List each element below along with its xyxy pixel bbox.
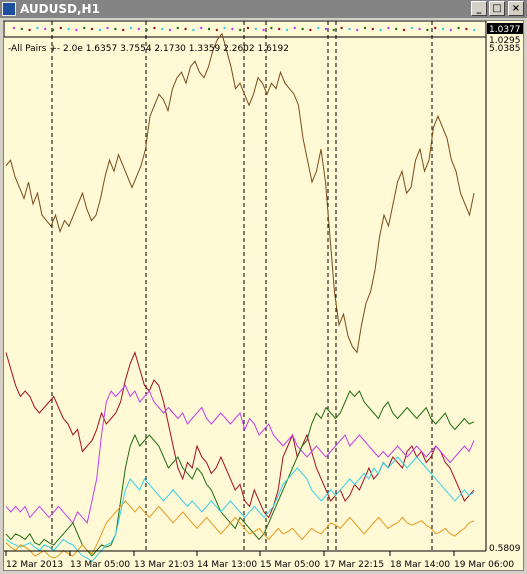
- time-axis-label: 17 Mar 22:15: [324, 560, 384, 570]
- time-axis-label: 19 Mar 06:00: [454, 560, 514, 570]
- title-bar[interactable]: AUDUSD,H1 _ □ ×: [0, 0, 527, 18]
- mini-indicator-dot: [200, 26, 203, 30]
- minimize-button[interactable]: _: [471, 1, 487, 16]
- mini-indicator-dot: [418, 27, 421, 31]
- mini-indicator-dot: [410, 26, 413, 30]
- second-price-label: 1.0295: [489, 36, 521, 46]
- mini-indicator-dot: [340, 26, 343, 30]
- mini-indicator-dot: [44, 27, 47, 31]
- mini-indicator-dot: [75, 28, 78, 32]
- mini-indicator-dot: [20, 27, 23, 31]
- mini-indicator-dot: [239, 28, 242, 32]
- mini-indicator-dot: [285, 28, 289, 32]
- mini-indicator-dot: [348, 27, 351, 31]
- close-button[interactable]: ×: [508, 1, 524, 16]
- mini-indicator-dot: [332, 28, 335, 32]
- chart-area[interactable]: 1.0377 1.0295 5.0385 0.5809 -All Pairs +…: [3, 20, 524, 571]
- mini-indicator-dot: [457, 26, 460, 30]
- mini-indicator-dot: [246, 26, 250, 30]
- series-line-1: [5, 351, 475, 519]
- mini-indicator-dot: [223, 26, 226, 30]
- series-line-5: [5, 500, 475, 559]
- mini-indicator-dot: [324, 27, 328, 31]
- mini-indicator-dot: [106, 26, 109, 30]
- mini-indicator-dot: [262, 28, 265, 32]
- mini-indicator-dot: [192, 28, 195, 32]
- chart-window-icon: [2, 2, 16, 16]
- mini-indicator-dot: [371, 27, 374, 31]
- mini-indicator-dot: [379, 28, 382, 32]
- mini-indicator-dot: [176, 26, 179, 30]
- mini-indicator-dot: [12, 26, 16, 30]
- time-axis-label: 12 Mar 2013: [6, 560, 63, 570]
- mini-indicator-dot: [184, 27, 187, 31]
- mini-indicator-dot: [153, 26, 156, 30]
- window-title: AUDUSD,H1: [20, 2, 100, 16]
- mini-indicator-dot: [129, 26, 133, 30]
- mini-indicator-dot: [137, 27, 140, 31]
- mini-indicator-dot: [449, 28, 452, 32]
- mini-indicator-dot: [207, 27, 211, 31]
- mini-indicator-dot: [168, 28, 172, 32]
- maximize-button[interactable]: □: [489, 1, 505, 16]
- mini-indicator-dot: [356, 28, 359, 32]
- mini-indicator-dot: [67, 27, 70, 31]
- time-axis-label: 15 Mar 05:00: [260, 560, 320, 570]
- mini-indicator-dot: [426, 28, 429, 32]
- mini-indicator-dot: [441, 27, 445, 31]
- mini-indicator-dot: [309, 28, 312, 32]
- mini-indicator-dot: [465, 27, 468, 31]
- time-axis-label: 14 Mar 13:00: [197, 560, 257, 570]
- mini-indicator-dot: [387, 26, 390, 30]
- mini-indicator-dot: [270, 26, 273, 30]
- series-line-4: [5, 456, 475, 563]
- price-axis-top-label: 5.0385: [489, 44, 521, 54]
- mini-indicator-dot: [402, 28, 406, 32]
- indicator-label: -All Pairs +- 2.0e 1.6357 3.7554 2.1730 …: [8, 44, 289, 54]
- mini-indicator-dot: [51, 28, 55, 32]
- mini-indicator-dot: [122, 28, 125, 32]
- mini-indicator-dot: [90, 27, 94, 31]
- time-axis-label: 13 Mar 21:03: [134, 560, 194, 570]
- chart-svg[interactable]: 1.0377 1.0295 5.0385 0.5809 -All Pairs +…: [4, 21, 524, 571]
- current-price-label: 1.0377: [489, 25, 521, 35]
- mini-indicator-dot: [473, 28, 476, 32]
- mini-indicator-dot: [278, 27, 281, 31]
- mini-indicator-dot: [254, 27, 257, 31]
- mini-indicator-dot: [36, 26, 39, 30]
- price-axis-bottom-label: 0.5809: [489, 544, 521, 554]
- series-line-0: [5, 32, 475, 354]
- mini-indicator-dot: [293, 26, 296, 30]
- mini-indicator-dot: [83, 26, 86, 30]
- mini-indicator-dot: [161, 27, 164, 31]
- mini-indicator-dot: [301, 27, 304, 31]
- time-axis-label: 13 Mar 05:00: [70, 560, 130, 570]
- mini-indicator-dot: [434, 26, 437, 30]
- mini-indicator-dot: [395, 27, 398, 31]
- mini-indicator-dot: [215, 28, 218, 32]
- mini-indicator-dot: [98, 28, 102, 32]
- mini-indicator-dot: [231, 27, 234, 31]
- time-axis-label: 18 Mar 14:00: [390, 560, 450, 570]
- mini-indicator-dot: [317, 26, 320, 30]
- series-line-3: [5, 390, 475, 557]
- mini-indicator-dot: [114, 27, 117, 31]
- series-line-2: [5, 384, 475, 524]
- mini-indicator-dot: [28, 28, 31, 32]
- current-price-box: [487, 23, 523, 34]
- mini-indicator-dot: [59, 26, 62, 30]
- mini-indicator-dot: [145, 28, 148, 32]
- mini-indicator-dot: [363, 26, 367, 30]
